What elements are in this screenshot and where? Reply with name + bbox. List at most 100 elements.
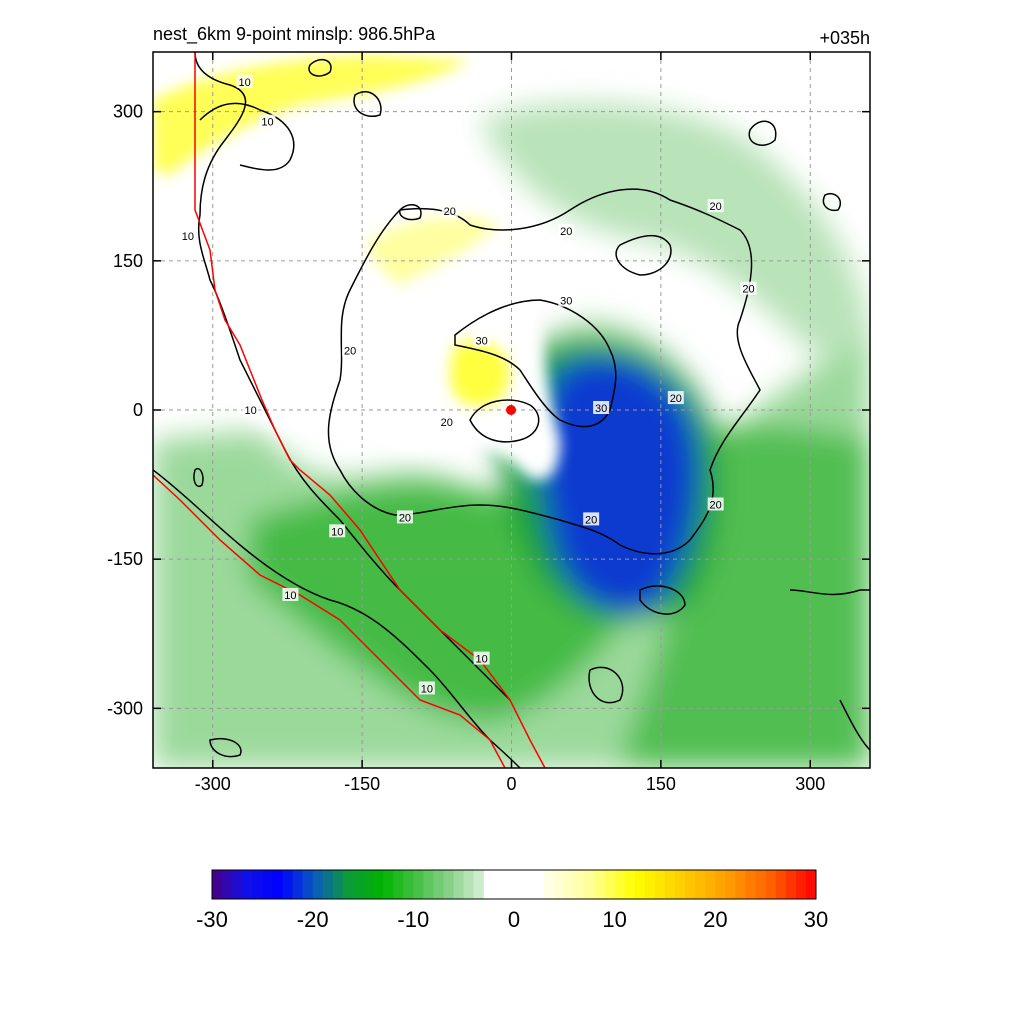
contour-label-bg: [396, 510, 413, 524]
colorbar-swatch: [423, 870, 434, 899]
colorbar-swatch: [212, 870, 223, 899]
x-axis: -300 -150 0 150 300: [195, 52, 825, 794]
shade-white-center: [319, 235, 560, 480]
colorbar-swatch: [665, 870, 676, 899]
colorbar-swatch: [322, 870, 334, 899]
contour-label-bg: [438, 414, 455, 428]
shading-neutral: [199, 52, 560, 480]
colorbar-swatch: [594, 870, 606, 899]
colorbar-swatch: [765, 870, 777, 899]
colorbar-swatch: [604, 870, 616, 899]
colorbar-swatch: [534, 870, 545, 899]
colorbar-swatch: [775, 870, 787, 899]
contour-label: 20: [742, 284, 754, 296]
contour-label-bg: [558, 293, 575, 307]
contour-label: 10: [182, 231, 194, 243]
contour-label-bg: [329, 524, 346, 538]
colorbar-tick-label: -30: [196, 907, 228, 932]
forecast-hour: +035h: [819, 28, 870, 48]
y-tick-label: 0: [133, 400, 143, 420]
contour-label-bg: [282, 587, 299, 601]
colorbar-swatch: [755, 870, 767, 899]
colorbar-tick-label: 20: [703, 907, 727, 932]
colorbar-swatch: [413, 870, 424, 899]
shade-yellow-north: [369, 216, 500, 285]
colorbar-swatch: [584, 870, 596, 899]
colorbar-swatch: [483, 870, 495, 899]
x-tick-label: 0: [506, 774, 516, 794]
contour-small-7: [588, 666, 624, 704]
contour-30: [454, 299, 617, 428]
contour-label-bg: [707, 199, 724, 213]
colorbar-swatch: [352, 870, 364, 899]
colorbar-tick-label: -20: [297, 907, 329, 932]
contour-label: 20: [560, 226, 572, 238]
contour-label: 20: [710, 201, 722, 213]
contour-label: 20: [710, 499, 722, 511]
contour-30-center: [469, 399, 540, 443]
colorbar-swatch: [383, 870, 394, 899]
colorbar-swatch: [524, 870, 535, 899]
contour-20-outer: [327, 188, 761, 555]
colorbar-swatch: [795, 870, 807, 899]
shading-negative: [153, 103, 870, 768]
colorbar-tick-label: 30: [804, 907, 828, 932]
contour-label-bg: [179, 228, 196, 242]
colorbar: -30 -20 -10 0 10 20 30: [196, 869, 828, 932]
contour-label: 20: [444, 206, 456, 218]
shade-yellow-center: [450, 341, 510, 406]
colorbar-swatch: [463, 870, 475, 899]
contour-label-bg: [667, 391, 684, 405]
colorbar-swatch: [473, 870, 485, 899]
colorbar-swatch: [564, 870, 575, 899]
contour-label-bg: [593, 401, 610, 415]
contour-small-2: [353, 91, 382, 117]
contour-label: 20: [585, 514, 597, 526]
y-tick-label: -300: [107, 698, 143, 718]
colorbar-swatch: [735, 870, 747, 899]
contour-label-bg: [342, 343, 359, 357]
colorbar-swatch: [272, 870, 283, 899]
colorbar-tick-label: 10: [602, 907, 626, 932]
shade-yellow-nw: [153, 55, 470, 175]
contour-small-1: [308, 58, 332, 77]
colorbar-swatch: [695, 870, 706, 899]
contour-label: 10: [238, 77, 250, 89]
shade-blue-core: [540, 358, 699, 612]
colorbar-swatch: [675, 870, 686, 899]
contour-label: 30: [560, 296, 572, 308]
contour-label: 10: [284, 590, 296, 602]
storm-center-marker: [506, 405, 516, 415]
contour-label: 10: [331, 526, 343, 538]
x-tick-label: -300: [195, 774, 231, 794]
colorbar-tick-label: 0: [508, 907, 520, 932]
colorbar-swatch: [745, 870, 757, 899]
contour-20-east: [615, 234, 672, 276]
contour-label-bg: [441, 204, 458, 218]
coastline-south: [153, 474, 506, 768]
contour-label: 10: [476, 654, 488, 666]
contour-label: 30: [476, 335, 488, 347]
contour-label: 30: [595, 403, 607, 415]
contour-small-4: [748, 120, 777, 146]
colorbar-swatch: [503, 870, 515, 899]
contour-small-3: [399, 203, 422, 221]
colorbar-swatch: [634, 870, 646, 899]
colorbar-swatch: [624, 870, 636, 899]
colorbar-swatch: [262, 870, 273, 899]
y-tick-label: -150: [107, 549, 143, 569]
shade-green-north: [480, 103, 870, 360]
colorbar-swatch: [282, 870, 294, 899]
contour-small-5: [822, 193, 842, 212]
contour-small-9: [209, 738, 242, 758]
colorbar-swatch: [242, 870, 253, 899]
x-tick-label: -150: [344, 774, 380, 794]
colorbar-frame: [211, 869, 817, 900]
colorbar-swatch: [644, 870, 656, 899]
colorbar-swatch: [705, 870, 716, 899]
colorbar-swatch: [433, 870, 445, 899]
contour-label-bg: [259, 114, 276, 128]
x-tick-label: 150: [646, 774, 676, 794]
shade-white-west: [199, 229, 340, 431]
